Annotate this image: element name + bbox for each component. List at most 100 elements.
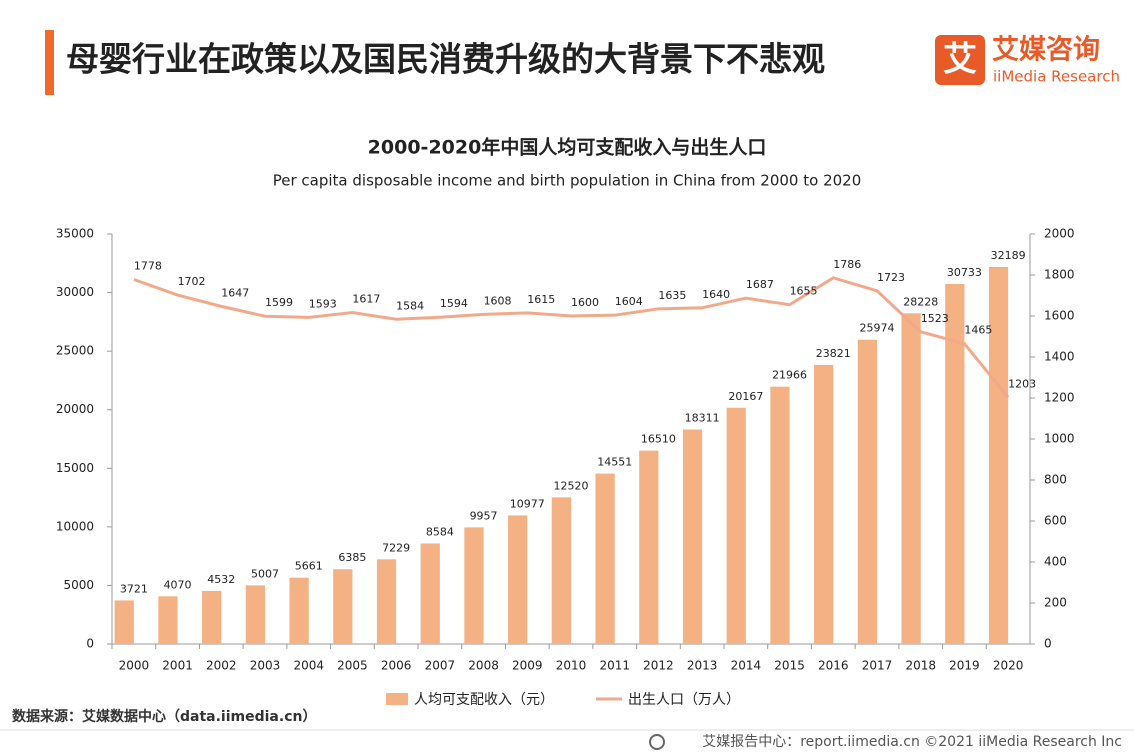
line-value-label: 1599 (265, 296, 293, 309)
bar (726, 407, 746, 644)
bar-value-label: 12520 (554, 479, 589, 492)
x-tick-label: 2000 (119, 659, 150, 673)
x-tick-label: 2002 (206, 659, 237, 673)
line-value-label: 1640 (702, 288, 730, 301)
y2-tick-label: 1600 (1044, 309, 1075, 323)
bar-value-label: 30733 (947, 266, 982, 279)
line-value-label: 1465 (964, 324, 992, 337)
bar (245, 585, 265, 644)
line-value-label: 1778 (134, 260, 162, 273)
bar (639, 450, 659, 644)
bar-value-label: 10977 (510, 497, 545, 510)
y-tick-label: 0 (86, 637, 94, 651)
y-tick-label: 30000 (56, 285, 94, 299)
x-tick-label: 2011 (599, 659, 630, 673)
bar-value-label: 28228 (903, 295, 938, 308)
bar (289, 577, 309, 644)
line-value-label: 1604 (615, 295, 643, 308)
bar (814, 364, 834, 644)
logo-mark: 艾 (943, 40, 977, 80)
chart-subtitle: Per capita disposable income and birth p… (273, 172, 862, 190)
bar (857, 339, 877, 644)
bar-value-label: 23821 (816, 347, 851, 360)
x-tick-label: 2014 (731, 659, 762, 673)
y2-tick-label: 0 (1044, 637, 1052, 651)
x-tick-label: 2020 (993, 659, 1024, 673)
bar-value-label: 16510 (641, 433, 676, 446)
x-tick-label: 2007 (425, 659, 456, 673)
line-value-label: 1786 (833, 258, 861, 271)
bar (770, 386, 790, 644)
bar (114, 600, 134, 644)
chart-title: 2000-2020年中国人均可支配收入与出生人口 (368, 136, 767, 159)
y-tick-label: 15000 (56, 461, 94, 475)
bar-value-label: 18311 (685, 411, 720, 424)
bar-value-label: 25974 (860, 322, 895, 335)
x-tick-label: 2016 (818, 659, 849, 673)
line-value-label: 1617 (352, 293, 380, 306)
y2-tick-label: 400 (1044, 555, 1067, 569)
bar-value-label: 7229 (382, 541, 410, 554)
y2-tick-label: 1800 (1044, 268, 1075, 282)
bar-value-label: 14551 (597, 456, 632, 469)
bar-value-label: 8584 (426, 525, 454, 538)
legend-label: 出生人口（万人） (628, 692, 740, 708)
bar-value-label: 4532 (207, 573, 235, 586)
line-value-label: 1635 (658, 289, 686, 302)
y-tick-label: 5000 (63, 578, 94, 592)
bar (901, 313, 921, 644)
x-tick-label: 2015 (774, 659, 805, 673)
line-value-label: 1647 (221, 286, 249, 299)
bar-value-label: 32189 (991, 249, 1026, 262)
bar-value-label: 6385 (338, 551, 366, 564)
y-tick-label: 20000 (56, 402, 94, 416)
footer-text: 艾媒报告中心：report.iimedia.cn ©2021 iiMedia R… (702, 734, 1122, 750)
line-value-label: 1655 (790, 285, 818, 298)
bar (988, 266, 1009, 644)
bar (464, 527, 484, 644)
y2-tick-label: 800 (1044, 473, 1067, 487)
line-value-label: 1594 (440, 297, 468, 310)
line-value-label: 1203 (1008, 377, 1036, 390)
bar (158, 596, 178, 644)
bar-value-label: 21966 (772, 369, 807, 382)
x-tick-label: 2019 (949, 659, 980, 673)
bar-value-label: 5007 (251, 567, 279, 580)
x-tick-label: 2013 (687, 659, 718, 673)
line-value-label: 1600 (571, 296, 599, 309)
y2-tick-label: 1000 (1044, 432, 1075, 446)
x-tick-label: 2010 (556, 659, 587, 673)
bar (333, 569, 353, 644)
x-tick-label: 2001 (162, 659, 193, 673)
bar-value-label: 4070 (164, 578, 192, 591)
x-tick-label: 2008 (468, 659, 499, 673)
x-tick-label: 2003 (250, 659, 281, 673)
logo-sub: iiMedia Research (993, 68, 1120, 86)
bar (508, 515, 528, 644)
x-tick-label: 2005 (337, 659, 368, 673)
line-value-label: 1593 (309, 297, 337, 310)
y-tick-label: 25000 (56, 344, 94, 358)
x-tick-label: 2017 (862, 659, 893, 673)
y2-tick-label: 2000 (1044, 227, 1075, 241)
x-tick-label: 2009 (512, 659, 543, 673)
title-accent (45, 30, 54, 95)
line-value-label: 1723 (877, 271, 905, 284)
logo-mark-bg (935, 35, 985, 85)
footer-icon (649, 734, 665, 750)
x-tick-label: 2006 (381, 659, 412, 673)
y-tick-label: 10000 (56, 519, 94, 533)
bar (682, 429, 703, 644)
bar-value-label: 20167 (728, 390, 763, 403)
y-tick-label: 35000 (56, 227, 94, 241)
y2-tick-label: 1200 (1044, 391, 1075, 405)
line-value-label: 1702 (178, 275, 206, 288)
line-value-label: 1608 (484, 294, 512, 307)
logo-name: 艾媒咨询 (992, 34, 1100, 66)
bar-value-label: 5661 (295, 560, 323, 573)
bar (551, 497, 571, 644)
y2-tick-label: 200 (1044, 596, 1067, 610)
legend-label: 人均可支配收入（元） (414, 692, 554, 708)
bar (945, 283, 965, 644)
